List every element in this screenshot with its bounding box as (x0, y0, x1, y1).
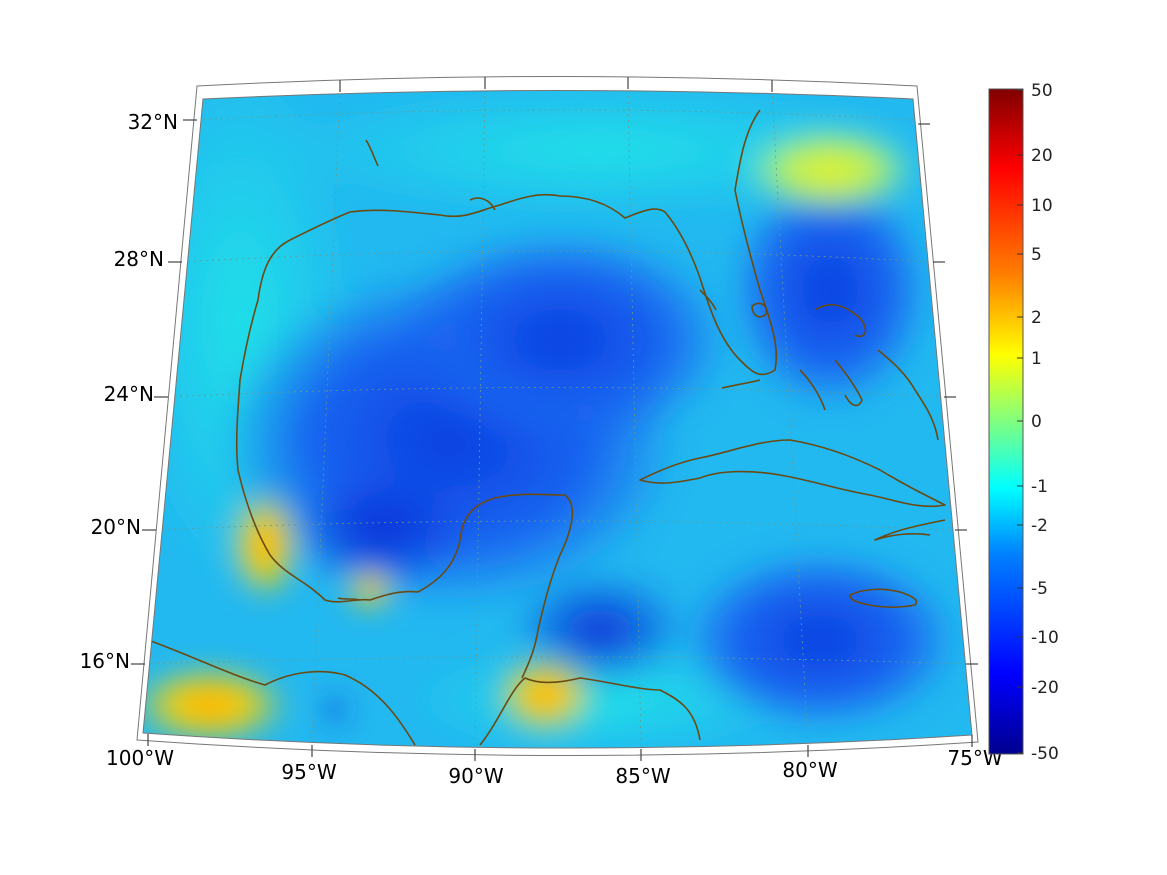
colorbar-tick-label: -10 (1031, 628, 1059, 648)
map-frame (142, 90, 973, 749)
frame-ticks (131, 77, 978, 761)
lat-label: 28°N (114, 247, 164, 271)
colorbar-tick-label: 2 (1031, 308, 1042, 328)
colorbar-tick-label: -2 (1031, 516, 1048, 536)
colorbar-tick-label: -50 (1031, 744, 1059, 764)
colorbar-tick-label: 5 (1031, 245, 1042, 265)
lat-label: 20°N (91, 515, 141, 539)
lon-label: 90°W (448, 764, 503, 788)
colorbar-tick-label: 50 (1031, 81, 1053, 101)
colorbar-tick-label: -20 (1031, 678, 1059, 698)
lat-label: 16°N (80, 649, 130, 673)
map-frame-outer (136, 76, 979, 757)
lon-label: 100°W (106, 746, 174, 770)
lon-label: 80°W (782, 758, 837, 782)
lat-label: 24°N (104, 382, 154, 406)
colorbar-tick-label: 0 (1031, 412, 1042, 432)
colorbar-tick-label: -1 (1031, 477, 1048, 497)
colorbar-tick-label: 20 (1031, 146, 1053, 166)
colorbar-tick-label: -5 (1031, 579, 1048, 599)
longitude-labels: 100°W 95°W 90°W 85°W 80°W 75°W (106, 746, 1003, 788)
latitude-labels: 32°N 28°N 24°N 20°N 16°N (80, 110, 178, 673)
lat-label: 32°N (128, 110, 178, 134)
lon-label: 95°W (281, 760, 336, 784)
lon-label: 85°W (615, 764, 670, 788)
colorbar-tick-label: 1 (1031, 349, 1042, 369)
colorbar-tick-label: 10 (1031, 196, 1053, 216)
data-field (143, 90, 972, 749)
coastlines (147, 109, 946, 746)
